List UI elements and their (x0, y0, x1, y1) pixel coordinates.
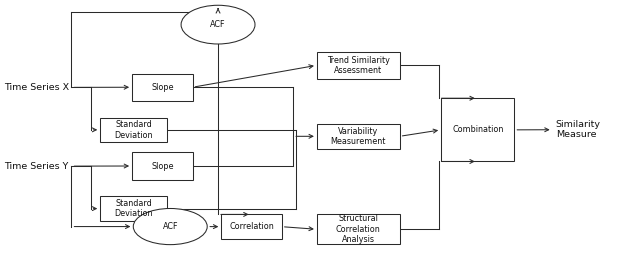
Ellipse shape (133, 209, 207, 245)
FancyBboxPatch shape (317, 215, 399, 244)
Text: Time Series Y: Time Series Y (4, 162, 69, 171)
Text: Slope: Slope (151, 83, 173, 92)
FancyBboxPatch shape (132, 152, 193, 180)
FancyBboxPatch shape (132, 74, 193, 101)
FancyBboxPatch shape (221, 215, 282, 239)
Text: Standard
Deviation: Standard Deviation (115, 120, 153, 140)
Text: Structural
Correlation
Analysis: Structural Correlation Analysis (336, 214, 381, 244)
Ellipse shape (181, 5, 255, 44)
Text: ACF: ACF (163, 222, 178, 231)
FancyBboxPatch shape (441, 98, 515, 162)
FancyBboxPatch shape (100, 196, 167, 221)
Text: Variability
Measurement: Variability Measurement (330, 127, 386, 146)
Text: Standard
Deviation: Standard Deviation (115, 199, 153, 218)
Text: Similarity
Measure: Similarity Measure (556, 120, 601, 139)
Text: Slope: Slope (151, 162, 173, 170)
Text: Time Series X: Time Series X (4, 83, 70, 92)
Text: ACF: ACF (211, 20, 226, 29)
FancyBboxPatch shape (317, 124, 399, 149)
FancyBboxPatch shape (317, 52, 399, 79)
Text: Combination: Combination (452, 125, 504, 134)
Text: Trend Similarity
Assessment: Trend Similarity Assessment (327, 56, 390, 75)
Text: Correlation: Correlation (229, 222, 274, 231)
FancyBboxPatch shape (100, 118, 167, 142)
